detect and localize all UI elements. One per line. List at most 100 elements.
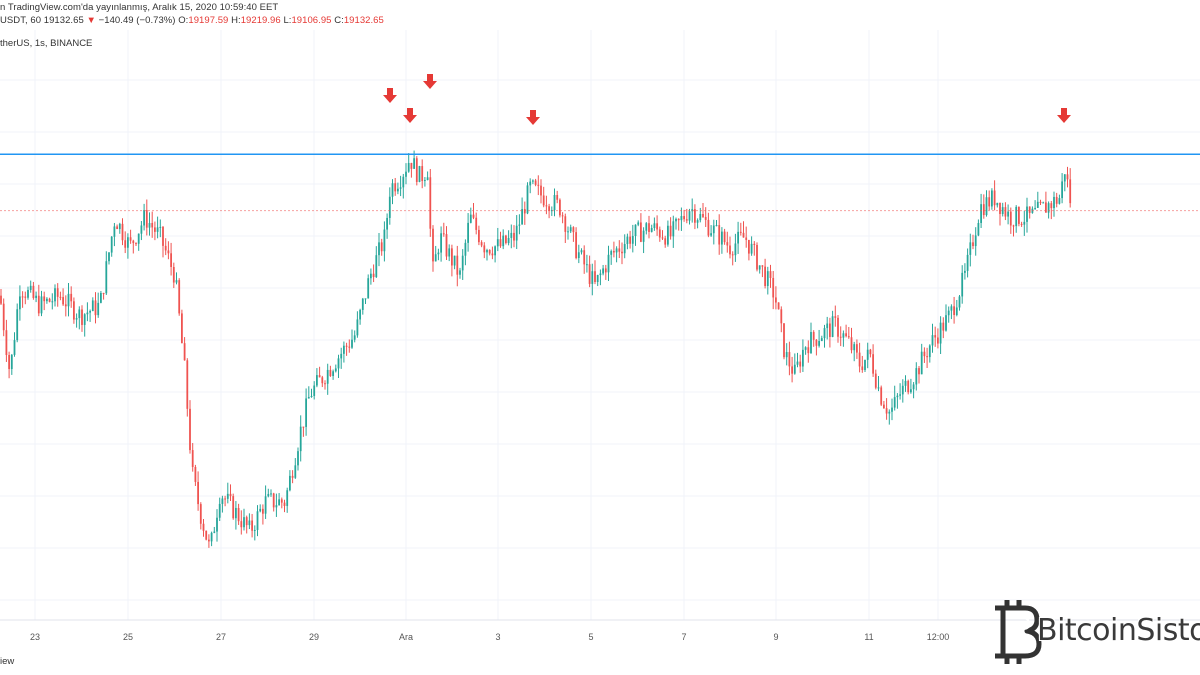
candle-body (826, 323, 829, 329)
candle-body (953, 306, 955, 315)
candle-body (156, 227, 159, 232)
candle-body (872, 354, 874, 374)
candle-body (343, 345, 345, 354)
candle-body (178, 280, 181, 314)
candle-body (232, 496, 235, 519)
candle-body (456, 255, 459, 275)
candle-body (267, 493, 270, 497)
candle-body (19, 296, 21, 310)
candle-body (1009, 211, 1012, 226)
candle-body (602, 268, 604, 274)
candle-body (899, 394, 901, 396)
candle-body (181, 313, 183, 344)
candle-body (831, 316, 834, 337)
candle-body (472, 214, 475, 218)
candle-body (505, 235, 507, 244)
candle-body (685, 219, 688, 221)
candle-body (656, 223, 658, 230)
candle-body (370, 273, 372, 279)
candle-body (869, 349, 872, 355)
candle-body (361, 298, 364, 310)
candle-body (2, 303, 5, 331)
candle-body (742, 232, 745, 238)
candle-body (993, 190, 996, 206)
candle-body (307, 397, 310, 399)
candle-body (70, 293, 73, 302)
change-down-icon: ▼ (86, 15, 96, 26)
price-change: −140.49 (−0.73%) (98, 15, 176, 26)
candle-body (299, 426, 302, 452)
x-tick-label: 7 (681, 632, 686, 642)
candle-body (707, 219, 710, 236)
candle-body (89, 310, 91, 313)
candle-body (24, 296, 27, 298)
candle-body (675, 218, 677, 222)
candle-body (672, 221, 675, 237)
candle-body (453, 255, 456, 266)
candle-body (383, 229, 386, 252)
candle-body (235, 507, 237, 519)
candle-body (108, 252, 110, 262)
candle-body (561, 215, 564, 217)
candle-body (310, 395, 313, 398)
candle-body (440, 233, 442, 253)
candle-body (513, 232, 515, 241)
candle-body (726, 242, 729, 246)
candle-body (942, 322, 945, 331)
candle-body (1053, 196, 1055, 209)
candle-body (1001, 207, 1004, 214)
candle-body (769, 271, 772, 278)
candle-body (591, 271, 594, 284)
candle-body (756, 244, 758, 270)
candle-body (59, 296, 62, 298)
x-tick-label: 27 (216, 632, 226, 642)
candle-body (326, 369, 329, 384)
candle-body (397, 188, 399, 192)
candle-body (488, 250, 491, 254)
candle-body (955, 307, 958, 315)
x-tick-label: 11 (864, 632, 873, 642)
candle-body (648, 223, 650, 232)
candle-body (529, 181, 532, 186)
candle-body (629, 236, 631, 244)
candle-body (337, 358, 340, 369)
candle-body (515, 225, 518, 241)
candle-body (807, 347, 810, 354)
candle-body (278, 499, 280, 506)
candle-body (567, 231, 569, 233)
candle-body (0, 295, 2, 304)
candle-body (829, 323, 831, 337)
candle-body (100, 293, 102, 303)
candle-body (891, 407, 893, 412)
candle-body (918, 368, 920, 375)
candle-body (996, 202, 999, 206)
candle-body (372, 273, 375, 278)
ohlc-legend: USDT, 60 19132.65 ▼ −140.49 (−0.73%) O:1… (0, 15, 384, 26)
candle-body (132, 240, 135, 244)
candle-body (486, 250, 488, 253)
candle-body (170, 253, 172, 267)
candle-body (1018, 206, 1020, 224)
candle-body (1069, 179, 1072, 204)
x-tick-label: 3 (495, 632, 500, 642)
candle-body (478, 229, 480, 243)
candle-body (243, 517, 245, 528)
candle-body (110, 236, 113, 253)
candle-body (569, 227, 572, 232)
candle-body (124, 240, 127, 248)
candle-body (534, 180, 537, 185)
candle-body (783, 323, 785, 358)
candle-body (572, 227, 575, 233)
candle-body (280, 499, 283, 503)
candle-body (915, 368, 918, 385)
candle-body (210, 532, 213, 542)
candle-body (883, 404, 885, 409)
candle-body (116, 226, 118, 230)
candle-body (640, 222, 642, 242)
candle-body (81, 309, 83, 325)
candle-body (791, 366, 793, 374)
candle-body (820, 338, 823, 342)
candle-body (418, 166, 421, 182)
candle-body (858, 352, 861, 367)
